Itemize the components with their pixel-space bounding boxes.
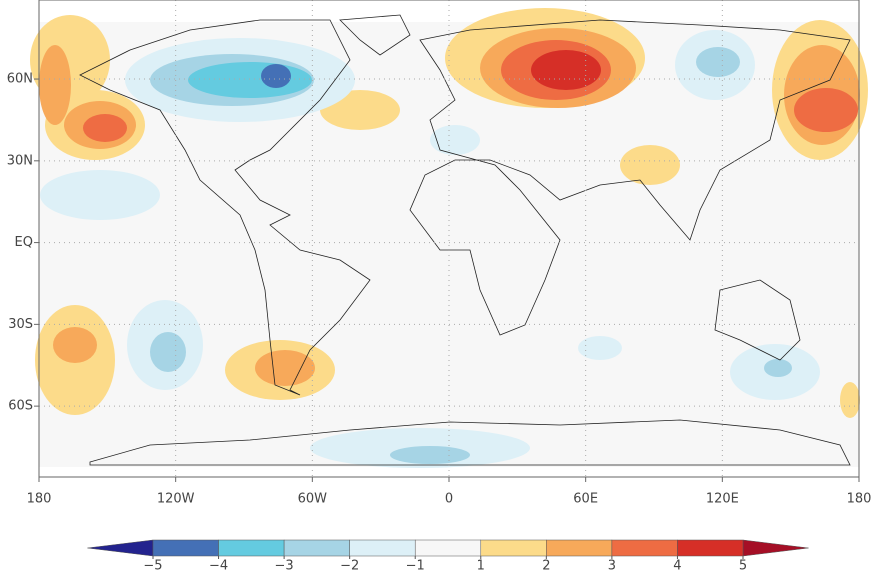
x-tick-label: 180: [847, 492, 872, 507]
colorbar-box: [218, 539, 285, 557]
colorbar-tick-label: −3: [275, 559, 294, 571]
colorbar-tick-label: 5: [739, 559, 747, 571]
colorbar-box: [414, 539, 482, 557]
map-panel: [30, 0, 868, 478]
colorbar-box: [349, 539, 416, 557]
colorbar-box: [677, 539, 744, 557]
colorbar-box: [152, 539, 219, 557]
colorbar-box: [611, 539, 678, 557]
coastlines: [79, 14, 851, 466]
colorbar-extend-low: [87, 539, 154, 557]
colorbar-tick-label: −4: [209, 559, 228, 571]
colorbar-tick-label: 3: [608, 559, 616, 571]
x-tick-label: 120E: [706, 492, 739, 507]
colorbar-box: [480, 539, 547, 557]
colorbar-tick-label: 1: [477, 559, 485, 571]
colorbar-box: [283, 539, 350, 557]
colorbar-tick-label: 4: [673, 559, 681, 571]
colorbar-tick-label: −1: [406, 559, 425, 571]
y-tick-label: EQ: [15, 235, 33, 250]
colorbar-tick-label: −5: [143, 559, 162, 571]
y-tick-label: 60S: [8, 399, 33, 414]
colorbar: −5 −4 −3 −2 −1 1 2 3 4 5: [87, 539, 809, 571]
x-tick-label: 120W: [157, 492, 195, 507]
colorbar-extend-high: [742, 539, 809, 557]
x-tick-label: 180: [27, 492, 52, 507]
colorbar-tick-label: 2: [542, 559, 550, 571]
x-tick-label: 60W: [298, 492, 328, 507]
x-tick-label: 0: [445, 492, 453, 507]
y-tick-label: 60N: [7, 72, 33, 87]
x-tick-label: 60E: [573, 492, 598, 507]
grid: [38, 0, 860, 477]
y-tick-label: 30S: [8, 317, 33, 332]
colorbar-tick-label: −2: [340, 559, 359, 571]
y-tick-label: 30N: [7, 153, 33, 168]
colorbar-box: [546, 539, 613, 557]
